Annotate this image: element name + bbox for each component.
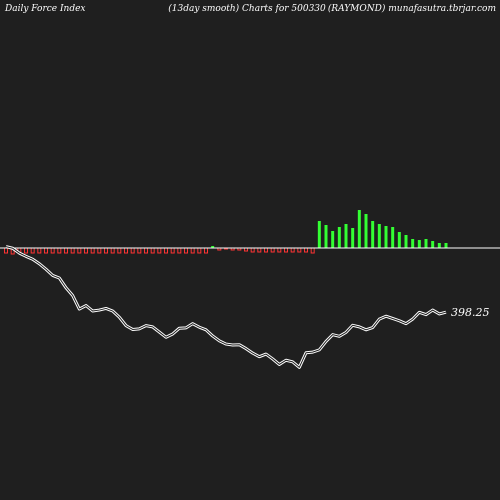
force-bar [411,239,415,248]
force-bar [57,247,62,254]
force-bar [377,224,381,248]
force-bar [284,247,288,253]
force-bar [170,247,175,254]
force-bar [270,247,275,253]
force-bar [317,221,321,248]
force-bar [424,239,428,248]
force-bar [30,247,35,254]
force-bar [371,221,375,248]
force-bar [97,247,102,254]
force-bar [117,247,122,254]
force-bar [190,247,195,254]
force-bar [351,228,355,248]
force-bar [157,247,162,254]
force-bar [164,247,168,254]
force-bar [310,247,315,254]
force-bar [397,232,401,248]
force-bar [344,224,348,248]
price-line [5,245,447,369]
force-bar [277,247,282,253]
force-bar [130,247,135,254]
chart-title-left: Daily Force Index [4,4,86,14]
price-line-inner [5,246,447,368]
force-bar [90,247,95,254]
force-bar [391,227,395,248]
chart-title-center: (13day smooth) Charts for 500330 [168,3,326,14]
force-bar [64,247,68,254]
force-bar [24,247,28,254]
force-bar [264,247,268,253]
force-bar [331,231,335,248]
force-bar [50,247,55,254]
force-bar [324,225,328,248]
force-bar [437,243,441,248]
force-bar [110,247,115,254]
force-bar [337,227,341,248]
force-bar [384,226,388,248]
force-bar [197,247,202,254]
force-bar [250,247,255,253]
force-bar [431,241,435,248]
force-bar [4,247,8,254]
chart-title-right: (RAYMOND) munafasutra.tbrjar.com [328,3,496,14]
force-bar [124,247,128,254]
last-price-label: 398.25 [451,306,490,319]
force-bar [444,243,448,248]
force-bar [404,235,408,248]
force-index-bars [4,210,448,255]
force-bar [150,247,155,254]
force-bar [70,247,75,254]
force-bar [290,247,295,253]
force-bar [364,214,368,248]
force-bar [77,247,82,254]
force-bar [357,210,361,248]
force-bar [44,247,48,254]
force-bar [84,247,88,254]
force-bar [417,240,421,248]
force-bar [104,247,108,254]
force-bar [204,247,208,254]
price-line-group [5,245,447,369]
force-bar [211,246,215,248]
force-bar [37,247,42,254]
force-bar [184,247,188,254]
force-bar [297,247,302,253]
force-bar [257,247,262,253]
force-bar [304,247,308,253]
force-bar [137,247,142,254]
force-bar [177,247,182,254]
force-bar [144,247,148,254]
